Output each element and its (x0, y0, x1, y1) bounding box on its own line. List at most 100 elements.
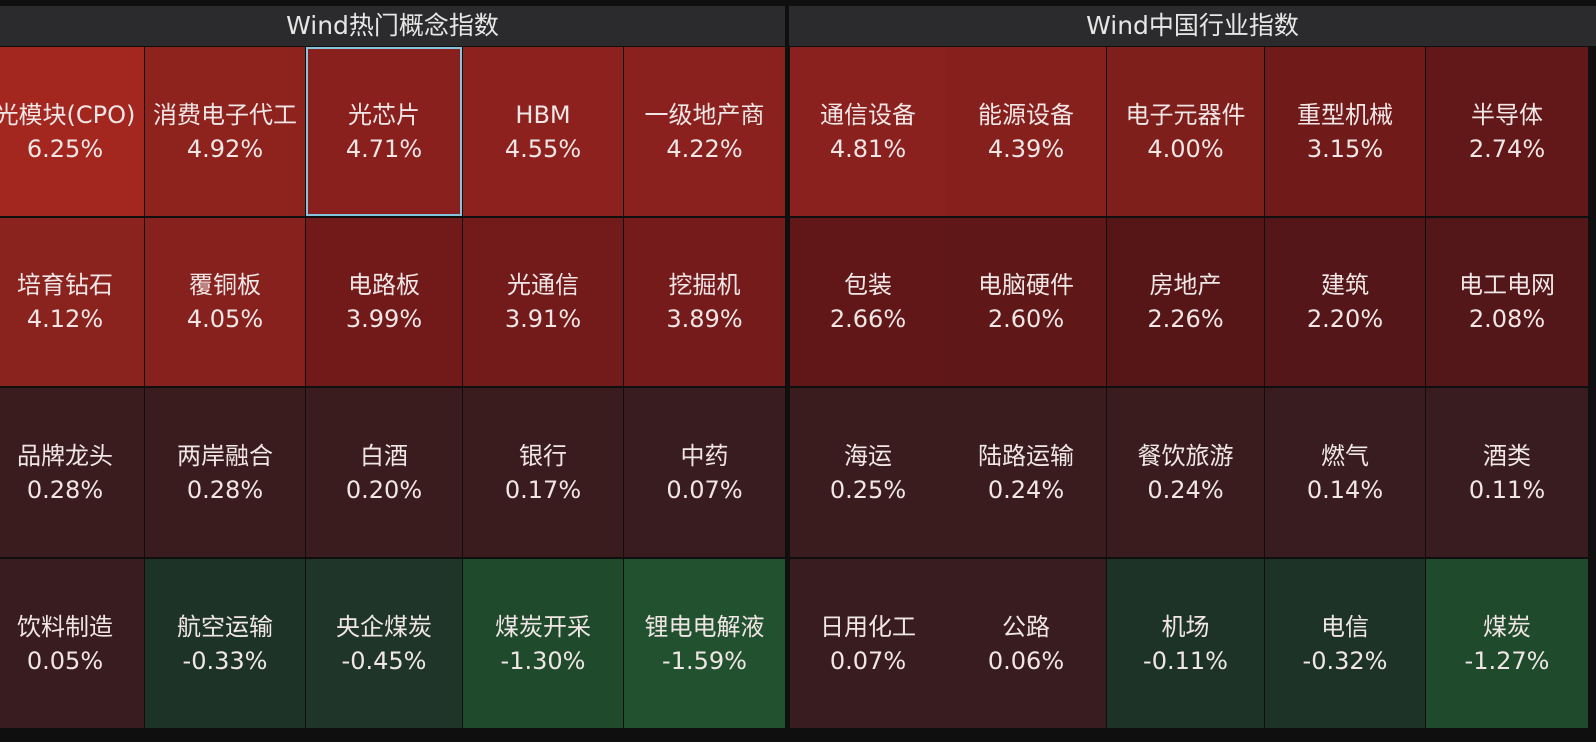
heatmap-tile[interactable]: 挖掘机 3.89% (624, 218, 785, 386)
tile-change: -0.11% (1143, 646, 1228, 675)
tile-name: 光通信 (507, 271, 579, 299)
tile-change: 4.92% (186, 134, 264, 163)
tile-name: 一级地产商 (644, 100, 765, 129)
tile-name: 白酒 (360, 441, 408, 470)
heatmap-tile[interactable]: 光模块(CPO) 6.25% (0, 47, 144, 216)
tile-name: HBM (515, 100, 571, 129)
heatmap-panel: Wind热门概念指数 光模块(CPO) 6.25% 消费电子代工 4.92% 光芯片 4.7… (0, 6, 785, 730)
heatmap-tile[interactable]: 煤炭 -1.27% (1426, 559, 1588, 728)
heatmap-tile[interactable]: 陆路运输 0.24% (946, 388, 1106, 557)
tile-name: 电信 (1321, 612, 1369, 641)
tile-name: 覆铜板 (189, 271, 261, 299)
tile-change: 3.89% (666, 305, 743, 333)
tile-name: 通信设备 (820, 100, 916, 129)
heatmap-tile[interactable]: 能源设备 4.39% (946, 47, 1106, 216)
tile-change: 0.05% (26, 646, 104, 675)
tile-name: 燃气 (1321, 441, 1369, 470)
heatmap-tile[interactable]: 燃气 0.14% (1265, 388, 1425, 557)
tile-name: 消费电子代工 (153, 100, 297, 129)
tile-name: 培育钻石 (17, 271, 113, 299)
heatmap-tile[interactable]: 银行 0.17% (463, 388, 623, 557)
tile-name: 两岸融合 (177, 441, 273, 470)
heatmap-tile[interactable]: 电路板 3.99% (306, 218, 462, 386)
heatmap-tile[interactable]: 日用化工 0.07% (790, 559, 946, 728)
tile-name: 酒类 (1483, 441, 1531, 470)
panel-title: Wind中国行业指数 (789, 6, 1596, 46)
tile-change: -0.33% (182, 646, 268, 675)
heatmap-tile[interactable]: 品牌龙头 0.28% (0, 388, 144, 557)
tile-change: 6.25% (26, 134, 104, 163)
tile-name: 航空运输 (177, 612, 273, 641)
tile-change: 4.12% (26, 305, 104, 333)
tile-change: 0.07% (666, 475, 743, 504)
heatmap-tile[interactable]: 消费电子代工 4.92% (145, 47, 305, 216)
tile-name: 银行 (519, 441, 567, 470)
heatmap-tile[interactable]: 酒类 0.11% (1426, 388, 1588, 557)
heatmap-tile[interactable]: 公路 0.06% (946, 559, 1106, 728)
heatmap-tile[interactable]: 一级地产商 4.22% (624, 47, 785, 216)
heatmap-tile[interactable]: 机场 -0.11% (1107, 559, 1264, 728)
heatmap-tile[interactable]: 央企煤炭 -0.45% (306, 559, 462, 728)
tile-name: 半导体 (1471, 100, 1543, 129)
tile-change: 0.20% (345, 475, 423, 504)
tile-name: 电工电网 (1459, 271, 1555, 299)
heatmap-tile[interactable]: 餐饮旅游 0.24% (1107, 388, 1264, 557)
tile-change: 3.15% (1306, 134, 1384, 163)
heatmap-tile[interactable]: 饮料制造 0.05% (0, 559, 144, 728)
heatmap-tile[interactable]: 半导体 2.74% (1426, 47, 1588, 216)
tile-change: 4.71% (345, 134, 423, 163)
tile-change: 4.39% (987, 134, 1065, 163)
tile-change: 0.11% (1468, 475, 1546, 504)
tile-change: 3.91% (504, 305, 582, 333)
tile-name: 电脑硬件 (978, 271, 1074, 299)
heatmap-tile[interactable]: 锂电电解液 -1.59% (624, 559, 785, 728)
tile-name: 光芯片 (348, 100, 420, 129)
heatmap-tile[interactable]: 白酒 0.20% (306, 388, 462, 557)
heatmap-tile[interactable]: 煤炭开采 -1.30% (463, 559, 623, 728)
heatmap-tile[interactable]: 电工电网 2.08% (1426, 218, 1588, 386)
tile-name: 餐饮旅游 (1137, 441, 1234, 470)
tile-change: 0.25% (829, 475, 907, 504)
heatmap-tile[interactable]: 房地产 2.26% (1107, 218, 1264, 386)
tile-change: 0.14% (1306, 475, 1384, 504)
tile-change: 4.81% (829, 134, 907, 163)
heatmap-tile[interactable]: 培育钻石 4.12% (0, 218, 144, 386)
heatmap-tile[interactable]: 光芯片 4.71% (306, 47, 462, 216)
tile-change: -0.32% (1302, 646, 1388, 675)
tile-change: 2.66% (829, 305, 907, 333)
tile-name: 能源设备 (978, 100, 1074, 129)
tile-change: 2.20% (1306, 305, 1384, 333)
tile-name: 海运 (844, 441, 892, 470)
tile-change: 0.24% (1147, 475, 1224, 504)
tile-change: 3.99% (345, 305, 423, 333)
heatmap-tile[interactable]: 电信 -0.32% (1265, 559, 1425, 728)
tile-change: 4.22% (666, 134, 743, 163)
tile-change: 0.07% (829, 646, 907, 675)
tile-name: 品牌龙头 (17, 441, 113, 470)
tile-name: 日用化工 (820, 612, 916, 641)
heatmap-tile[interactable]: 建筑 2.20% (1265, 218, 1425, 386)
tile-name: 电子元器件 (1125, 100, 1246, 129)
heatmap-tile[interactable]: 包装 2.66% (790, 218, 946, 386)
heatmap-tile[interactable]: 覆铜板 4.05% (145, 218, 305, 386)
heatmap-tile[interactable]: 两岸融合 0.28% (145, 388, 305, 557)
heatmap-tile[interactable]: 中药 0.07% (624, 388, 785, 557)
heatmap-tile[interactable]: HBM 4.55% (463, 47, 623, 216)
heatmap-tile[interactable]: 电脑硬件 2.60% (946, 218, 1106, 386)
tile-name: 挖掘机 (668, 271, 741, 299)
tile-change: 2.26% (1147, 305, 1224, 333)
heatmap-tile[interactable]: 航空运输 -0.33% (145, 559, 305, 728)
heatmap-tile[interactable]: 电子元器件 4.00% (1107, 47, 1264, 216)
heatmap-tile[interactable]: 重型机械 3.15% (1265, 47, 1425, 216)
tile-name: 公路 (1002, 612, 1050, 641)
heatmap-tile[interactable]: 通信设备 4.81% (790, 47, 946, 216)
heatmap-tile[interactable]: 光通信 3.91% (463, 218, 623, 386)
tile-change: -0.45% (341, 646, 427, 675)
tile-change: 2.08% (1468, 305, 1546, 333)
tile-name: 煤炭 (1483, 612, 1531, 641)
heatmap-tile[interactable]: 海运 0.25% (790, 388, 946, 557)
tile-change: -1.59% (662, 646, 747, 675)
tile-name: 光模块(CPO) (0, 100, 136, 129)
tile-change: 0.17% (504, 475, 582, 504)
